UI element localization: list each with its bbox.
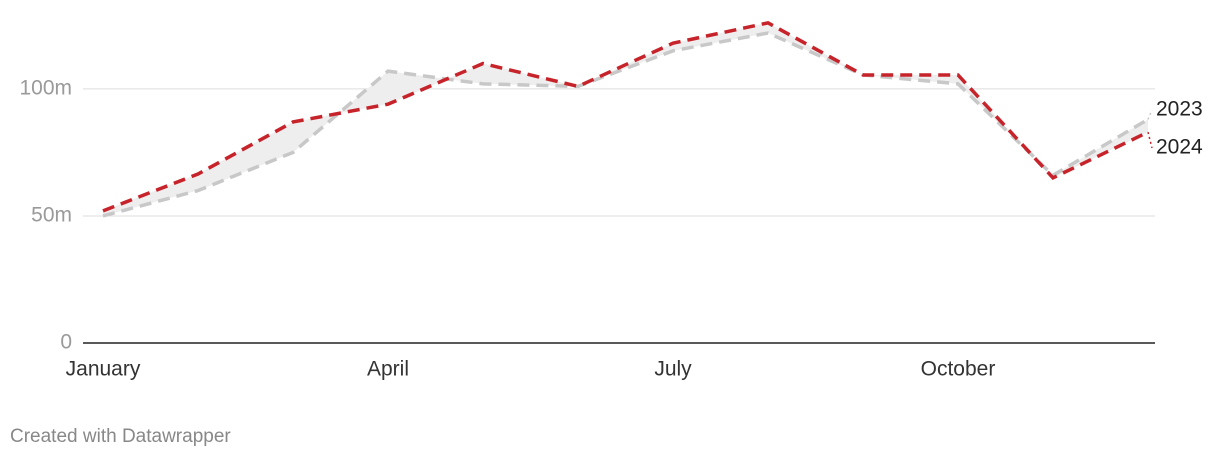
y-tick-label: 100m <box>19 76 72 99</box>
credit: Created with Datawrapper <box>10 426 231 447</box>
y-tick-label: 50m <box>31 204 72 227</box>
x-tick-label: January <box>66 358 141 381</box>
series-line <box>102 21 1149 213</box>
x-tick-label: October <box>921 358 996 381</box>
label-connector <box>1147 109 1153 120</box>
x-tick-label: July <box>654 358 692 381</box>
x-tick-label: April <box>367 358 409 381</box>
y-tick-label: 0 <box>60 331 72 354</box>
series-label: 2024 <box>1156 136 1203 159</box>
label-connector <box>1147 131 1153 149</box>
series-line <box>102 31 1149 218</box>
series-label: 2023 <box>1156 98 1203 121</box>
difference-area <box>103 22 1148 216</box>
